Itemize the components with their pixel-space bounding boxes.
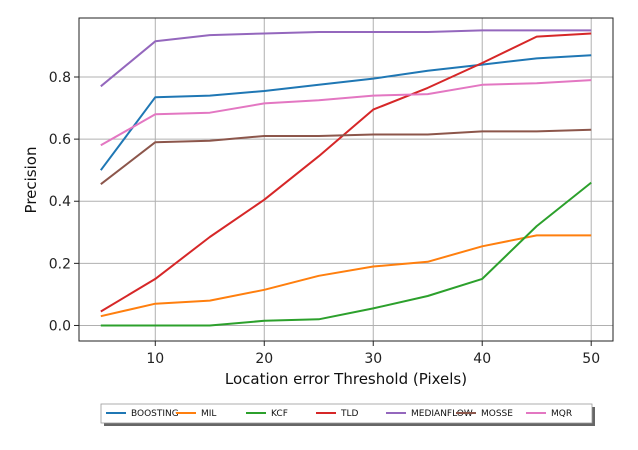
x-axis-title: Location error Threshold (Pixels) [225,370,467,388]
x-tick-label: 40 [473,351,491,367]
y-tick-label: 0.4 [49,194,71,210]
series-line-medianflow [100,29,592,88]
series-line-tld [100,32,592,313]
series-line-mqr [100,79,592,147]
series-line-mil [100,234,592,318]
y-axis-ticks: 0.0 0.2 0.4 0.6 0.8 [49,70,79,334]
x-tick-label: 10 [146,351,164,367]
y-tick-label: 0.6 [49,132,71,148]
legend: BOOSTING MIL KCF TLD MEDIANFLOW MOSSE MQR [100,403,595,426]
legend-items: BOOSTING MIL KCF TLD MEDIANFLOW MOSSE MQR [106,409,572,419]
series-line-kcf [100,181,592,327]
legend-label-mqr: MQR [551,409,572,419]
x-tick-label: 30 [364,351,382,367]
y-tick-label: 0.8 [49,70,71,86]
x-tick-label: 20 [255,351,273,367]
x-tick-label: 50 [582,351,600,367]
legend-box [100,403,593,424]
plot-background [79,18,613,341]
legend-label-mil: MIL [201,409,216,419]
series-group [99,29,592,327]
y-tick-label: 0.2 [49,256,71,272]
series-line-boosting [99,54,592,171]
y-axis-title: Precision [22,147,40,214]
series-line-mosse [100,128,592,185]
plot-frame [78,17,614,342]
x-axis-ticks: 10 20 30 40 50 [146,341,600,367]
legend-label-mosse: MOSSE [481,409,513,419]
y-tick-label: 0.0 [49,318,71,334]
legend-label-boosting: BOOSTING [131,409,179,419]
legend-label-kcf: KCF [271,409,288,419]
legend-label-tld: TLD [340,409,359,419]
legend-label-medianflow: MEDIANFLOW [411,409,473,419]
